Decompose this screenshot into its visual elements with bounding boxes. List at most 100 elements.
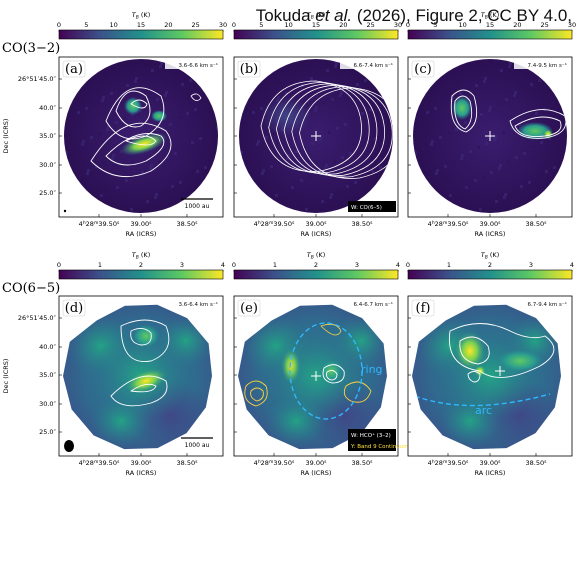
emission-blob [261,96,311,136]
noise-pixel [503,196,506,199]
colorbar-tick-label: 2 [314,261,318,269]
colorbar-tick-label: 5 [259,21,263,29]
noise-pixel [65,151,68,154]
row-label-co32: CO(3−2) [2,41,60,56]
noise-pixel [422,147,425,150]
noise-pixel [81,143,84,146]
noise-pixel [95,165,98,168]
noise-pixel [150,164,153,167]
noise-pixel [143,73,146,76]
noise-pixel [111,157,114,160]
noise-pixel [545,170,548,173]
noise-pixel [426,111,429,114]
contour [322,364,345,384]
colorbar-label: TB (K) [307,11,325,21]
contour [125,135,157,146]
noise-pixel [73,147,76,150]
colorbar-tick-label: 30 [394,21,402,29]
noise-pixel [447,132,450,135]
noise-pixel [156,98,159,101]
colorbar-label: TB (K) [132,11,150,21]
panel-e: TB (K) 0 1 2 3 4 (e) 6.4-6.7 km s⁻¹ W: HCO⁺ (3–2… [232,251,409,477]
noise-pixel [382,133,385,136]
noise-pixel [141,171,144,174]
noise-pixel [467,88,470,91]
velocity-range: 7.4-9.5 km s⁻¹ [528,62,568,69]
contour [459,336,490,365]
colorbar: TB (K) 0 1 2 3 4 [232,251,400,280]
panel-label: (e) [240,301,258,316]
ra-tick-label: 38.50s [352,459,374,467]
ra-axis-label: RA (ICRS) [301,230,332,238]
noise-pixel [138,204,141,207]
colorbar-tick-label: 10 [459,21,467,29]
noise-pixel [490,171,493,174]
colorbar-tick-label: 25 [367,21,375,29]
noise-pixel [300,179,303,182]
panel-label: (d) [65,301,83,316]
dec-tick-label: 30.0″ [39,400,56,408]
noise-pixel [339,94,342,97]
noise-pixel [253,176,256,179]
noise-pixel [240,151,243,154]
ra-tick-label: 4h28m39.50s [79,220,120,228]
noise-pixel [262,169,265,172]
noise-pixel [442,103,445,106]
noise-pixel [460,157,463,160]
noise-pixel [154,196,157,199]
noise-pixel [487,204,490,207]
noise-pixel [435,172,438,175]
bright-emission [281,348,301,384]
noise-pixel [356,83,359,86]
noise-pixel [341,156,344,159]
contour [514,116,562,137]
noise-pixel [484,77,487,80]
colorbar-tick-label: 0 [57,21,61,29]
noise-pixel [173,87,176,90]
velocity-range: 3.6-6.6 km s⁻¹ [179,62,219,69]
velocity-range: 6.7-9.4 km s⁻¹ [528,301,568,308]
noise-pixel [164,94,167,97]
noise-pixel [188,174,191,177]
panel-c: TB (K) 0 5 10 15 20 25 30 (c) 7.4-9.5 km s⁻¹ 4h28m… [406,11,576,238]
noise-pixel [116,186,119,189]
scalebar-label: 1000 au [185,203,210,210]
noise-pixel [444,165,447,168]
colorbar-tick-label: 1 [98,261,102,269]
noise-pixel [485,142,488,145]
contour [90,122,172,178]
noise-pixel [340,91,343,94]
noise-pixel [158,160,161,163]
colorbar-tick-label: 30 [219,21,227,29]
panel-label-box: (e) [237,299,261,317]
colorbar-bar [58,269,224,280]
panel-label-box: (b) [237,60,261,78]
colorbar-tick-label: 5 [84,21,88,29]
colorbar-tick-label: 25 [541,21,549,29]
noise-pixel [165,91,168,94]
panel-label-bg [62,60,86,78]
colorbar-label: TB (K) [481,251,499,261]
noise-pixel [371,170,374,173]
contour [250,387,264,402]
noise-pixel [477,146,480,149]
colorbar-tick-label: 1 [273,261,277,269]
noise-pixel [191,141,194,144]
noise-pixel [488,109,491,112]
noise-pixel [310,77,313,80]
noise-pixel [540,141,543,144]
noise-pixel [464,121,467,124]
noise-pixel [135,77,138,80]
noise-pixel [196,170,199,173]
colorbar: TB (K) 0 1 2 3 4 [57,251,225,280]
noise-pixel [199,137,202,140]
noise-pixel [523,152,526,155]
feature-label-arc: arc [475,404,492,417]
noise-pixel [293,88,296,91]
ra-tick-label: 4h28m39.50s [428,459,469,467]
noise-pixel [323,102,326,105]
colorbar: TB (K) 0 1 2 3 4 [406,251,574,280]
noise-pixel [148,102,151,105]
noise-pixel [159,65,162,68]
